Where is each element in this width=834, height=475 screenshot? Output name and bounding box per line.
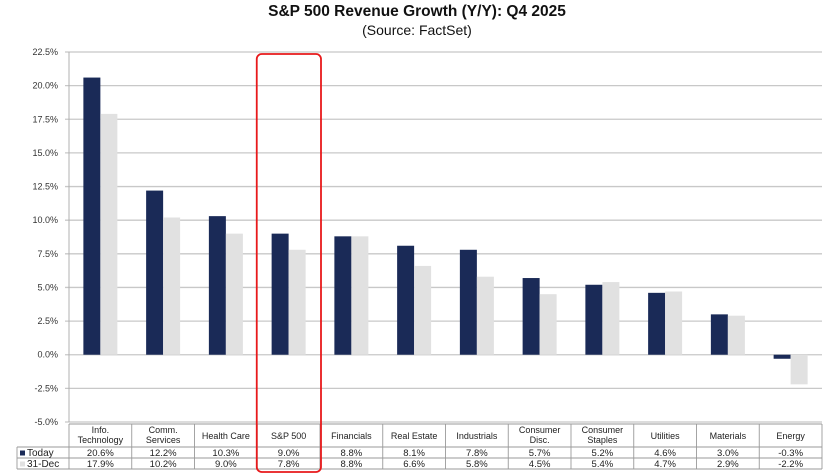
y-tick-label: 2.5% <box>37 316 58 326</box>
bar-today <box>146 190 164 355</box>
bar-31-dec <box>414 265 432 355</box>
data-label: 10.2% <box>150 459 177 470</box>
y-tick-label: -2.5% <box>34 383 58 393</box>
data-label: -0.3% <box>778 448 803 459</box>
category-label: S&P 500 <box>271 431 306 441</box>
y-tick-label: 7.5% <box>37 249 58 259</box>
category-label: Staples <box>587 435 618 445</box>
bar-today <box>585 284 603 355</box>
data-label: 2.9% <box>717 459 739 470</box>
bar-today <box>459 249 477 355</box>
y-tick-label: 15.0% <box>32 148 58 158</box>
bar-today <box>334 236 352 355</box>
data-table: Info.Technology Comm.Services Health Care S… <box>16 423 823 470</box>
bar-31-dec <box>288 249 306 355</box>
category-label: Disc. <box>530 435 550 445</box>
chart-subtitle: (Source: FactSet) <box>362 22 472 38</box>
y-tick-label: 20.0% <box>32 81 58 91</box>
category-label: Health Care <box>202 431 250 441</box>
category-label: Info. <box>92 425 110 435</box>
data-label: 7.8% <box>278 459 300 470</box>
data-label: 9.0% <box>215 459 237 470</box>
category-label: Comm. <box>149 425 178 435</box>
category-label: Consumer <box>582 425 624 435</box>
data-label: 4.7% <box>654 459 676 470</box>
category-label: Real Estate <box>391 431 438 441</box>
bar-31-dec <box>351 236 369 355</box>
data-label: 8.1% <box>403 448 425 459</box>
y-tick-label: 22.5% <box>32 47 58 57</box>
bar-31-dec <box>100 113 118 355</box>
data-label: 8.8% <box>341 459 363 470</box>
category-label: Financials <box>331 431 372 441</box>
data-label: 6.6% <box>403 459 425 470</box>
data-label: 20.6% <box>87 448 114 459</box>
category-label: Technology <box>78 435 124 445</box>
category-label: Industrials <box>456 431 498 441</box>
legend-swatch <box>20 450 25 456</box>
data-label: 7.8% <box>466 448 488 459</box>
bar-31-dec <box>163 217 181 355</box>
y-tick-label: -5.0% <box>34 417 58 427</box>
bar-31-dec <box>727 315 745 355</box>
bar-today <box>83 77 101 355</box>
data-label: 5.4% <box>592 459 614 470</box>
y-tick-label: 10.0% <box>32 215 58 225</box>
highlight-box-sp500 <box>255 53 322 473</box>
bar-today <box>773 354 791 359</box>
category-label: Energy <box>776 431 805 441</box>
data-label: 3.0% <box>717 448 739 459</box>
data-label: 4.6% <box>654 448 676 459</box>
bar-31-dec <box>539 294 557 355</box>
data-label: 10.3% <box>212 448 239 459</box>
y-tick-label: 0.0% <box>37 350 58 360</box>
category-label: Services <box>146 435 181 445</box>
bar-31-dec <box>790 354 808 385</box>
bar-31-dec <box>225 233 243 355</box>
category-label: Materials <box>710 431 747 441</box>
y-axis: 22.5% 20.0% 17.5% 15.0% 12.5% 10.0% 7.5% 5.0% 2.… <box>32 47 70 427</box>
category-label: Utilities <box>651 431 681 441</box>
legend-label: Today <box>27 448 54 459</box>
data-label: 4.5% <box>529 459 551 470</box>
y-tick-label: 12.5% <box>32 182 58 192</box>
bar-today <box>648 292 666 355</box>
data-label: -2.2% <box>778 459 803 470</box>
data-label: 5.2% <box>592 448 614 459</box>
chart-title: S&P 500 Revenue Growth (Y/Y): Q4 2025 <box>268 3 566 20</box>
legend-label: 31-Dec <box>27 459 59 470</box>
bar-today <box>522 278 540 355</box>
bar-today <box>271 233 289 355</box>
data-label: 5.7% <box>529 448 551 459</box>
category-label: Consumer <box>519 425 561 435</box>
bar-31-dec <box>665 291 683 355</box>
bar-today <box>208 216 226 355</box>
bar-today <box>710 314 728 355</box>
data-label: 5.8% <box>466 459 488 470</box>
y-tick-label: 5.0% <box>37 282 58 292</box>
bar-today <box>397 245 415 355</box>
legend-swatch <box>20 461 25 467</box>
bar-31-dec <box>602 282 620 355</box>
data-label: 12.2% <box>150 448 177 459</box>
bars <box>83 77 808 385</box>
gridlines <box>65 51 822 423</box>
data-label: 8.8% <box>341 448 363 459</box>
highlight-box <box>255 53 322 473</box>
bar-31-dec <box>476 276 494 355</box>
data-label: 9.0% <box>278 448 300 459</box>
y-tick-label: 17.5% <box>32 114 58 124</box>
data-label: 17.9% <box>87 459 114 470</box>
